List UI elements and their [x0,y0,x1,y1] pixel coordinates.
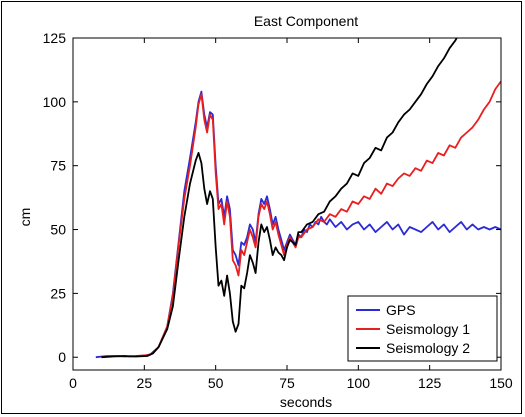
series-line-3 [101,38,458,359]
y-tick-label: 0 [58,349,66,365]
series-line-2 [101,80,501,359]
y-tick-label: 100 [43,94,67,110]
y-axis-label: cm [17,208,33,227]
y-tick-label: 25 [50,285,66,301]
x-tick-label: 75 [279,375,295,391]
x-tick-label: 100 [347,375,371,391]
chart-title: East Component [254,13,358,29]
x-tick-label: 0 [69,375,77,391]
legend-label: Seismology 2 [386,340,470,356]
x-axis-label: seconds [280,394,332,410]
y-tick-label: 75 [50,158,66,174]
y-tick-label: 125 [43,30,67,46]
legend-label: GPS [386,302,416,318]
x-tick-label: 25 [137,375,153,391]
y-tick-label: 50 [50,222,66,238]
legend-label: Seismology 1 [386,321,470,337]
x-tick-label: 150 [489,375,513,391]
x-tick-label: 125 [418,375,442,391]
x-tick-label: 50 [208,375,224,391]
legend [347,295,498,362]
